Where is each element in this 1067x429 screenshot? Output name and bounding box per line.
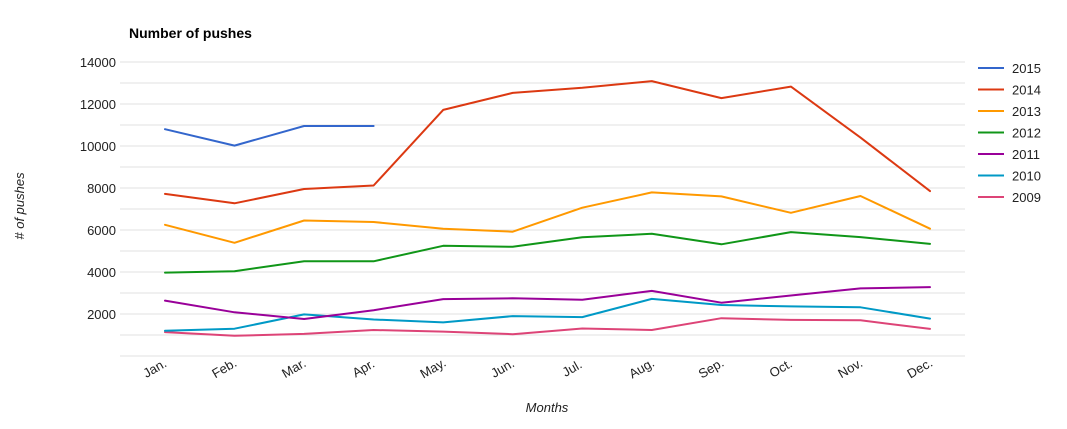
- x-tick-label: Nov.: [835, 355, 865, 381]
- legend: 2015 2014 2013 2012 2011 2010 2009: [978, 61, 1041, 205]
- x-tick-label: Jul.: [560, 357, 585, 380]
- legend-label: 2011: [1012, 147, 1040, 162]
- series-line-2010: [164, 297, 931, 332]
- series-line-2013: [164, 191, 931, 244]
- series-line-2009: [164, 317, 931, 337]
- x-tick-label: Jan.: [140, 355, 169, 380]
- legend-label: 2014: [1012, 83, 1041, 98]
- series-line-2014: [164, 80, 931, 205]
- x-axis-ticks: Jan. Feb. Mar. Apr. May. Jun. Jul. Aug. Sep. Oct.…: [140, 355, 935, 382]
- legend-label: 2015: [1012, 61, 1041, 76]
- x-tick-label: Sep.: [696, 355, 727, 381]
- gridlines: [120, 61, 965, 357]
- y-tick-label: 8000: [87, 181, 116, 196]
- y-tick-label: 12000: [80, 97, 116, 112]
- chart-title: Number of pushes: [129, 25, 252, 41]
- legend-label: 2012: [1012, 126, 1041, 141]
- x-tick-label: Aug.: [626, 355, 657, 381]
- x-tick-label: May.: [417, 355, 448, 382]
- series-line-2011: [164, 286, 931, 320]
- x-tick-label: Dec.: [904, 355, 935, 381]
- x-tick-label: Jun.: [488, 355, 517, 380]
- y-tick-label: 14000: [80, 55, 116, 70]
- y-tick-label: 6000: [87, 223, 116, 238]
- y-tick-label: 4000: [87, 265, 116, 280]
- legend-label: 2009: [1012, 190, 1041, 205]
- x-tick-label: Mar.: [279, 355, 308, 381]
- series-lines: [164, 80, 931, 337]
- x-tick-label: Apr.: [350, 356, 378, 381]
- x-axis-title: Months: [526, 400, 569, 415]
- legend-label: 2013: [1012, 104, 1041, 119]
- y-axis-ticks: 2000 4000 6000 8000 10000 12000 14000: [80, 55, 116, 322]
- y-tick-label: 10000: [80, 139, 116, 154]
- legend-label: 2010: [1012, 169, 1041, 184]
- series-line-2012: [164, 231, 931, 274]
- y-axis-title: # of pushes: [12, 172, 27, 240]
- x-tick-label: Feb.: [209, 355, 239, 381]
- y-tick-label: 2000: [87, 307, 116, 322]
- x-tick-label: Oct.: [767, 356, 795, 381]
- series-line-2015: [164, 125, 375, 147]
